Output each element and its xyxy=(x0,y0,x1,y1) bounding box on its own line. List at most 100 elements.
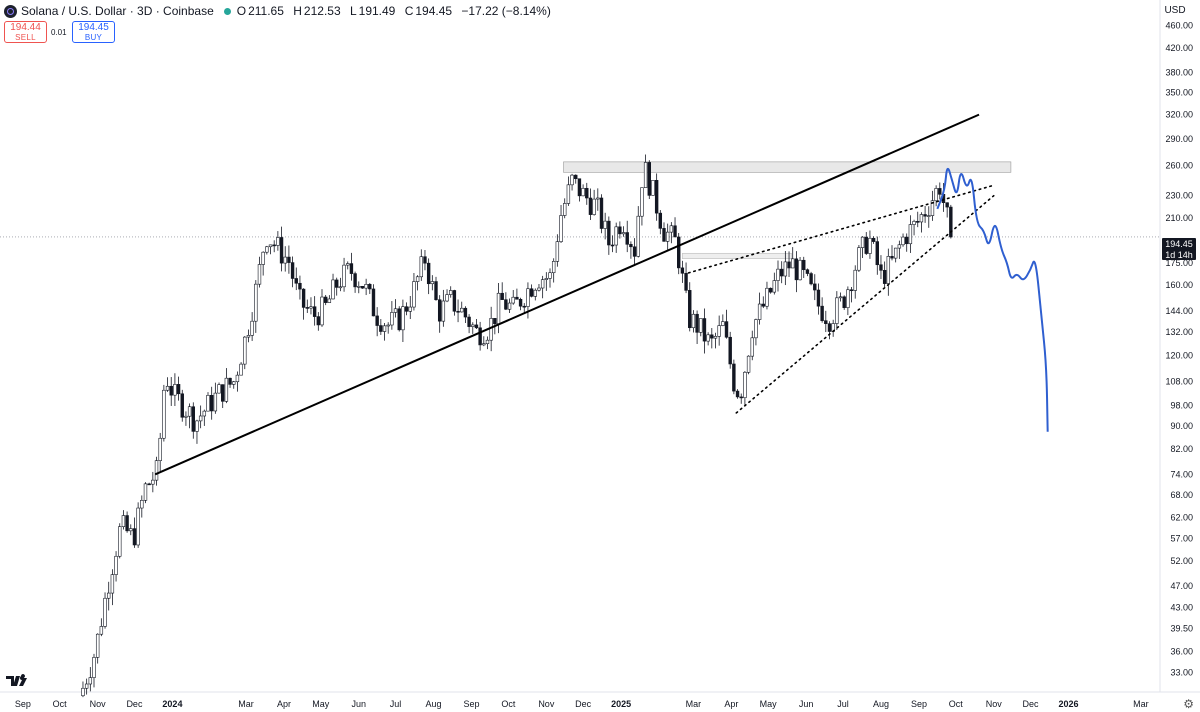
price-tick-label: 210.00 xyxy=(1165,213,1193,223)
candle-body xyxy=(375,315,379,326)
candle-body xyxy=(746,355,751,373)
candle-body xyxy=(702,318,707,342)
candle-body xyxy=(463,307,468,318)
ohlc-values: O 211.65 H 212.53 L 191.49 C 194.45 −17.22 (… xyxy=(237,4,557,18)
candle-body xyxy=(202,410,207,417)
time-tick-label: Sep xyxy=(911,699,927,709)
sell-button[interactable]: 194.44 SELL xyxy=(4,21,47,43)
candle-body xyxy=(441,300,446,322)
candle-body xyxy=(805,269,810,274)
price-tick-label: 52.00 xyxy=(1170,556,1193,566)
price-tick-label: 120.00 xyxy=(1165,351,1193,361)
candle-body xyxy=(654,180,659,214)
close-key: C xyxy=(404,4,414,18)
candle-body xyxy=(596,197,600,200)
price-tick-label: 160.00 xyxy=(1165,280,1193,290)
tradingview-logo-icon[interactable] xyxy=(6,674,28,691)
candle-body xyxy=(426,262,431,285)
candle-body xyxy=(673,225,677,238)
candle-body xyxy=(871,237,876,242)
candle-body xyxy=(599,197,604,229)
time-tick-label: Jun xyxy=(352,699,367,709)
candle-body xyxy=(691,313,696,329)
candle-body xyxy=(368,283,372,290)
candle-body xyxy=(445,294,449,302)
candle-body xyxy=(625,232,629,245)
candle-body xyxy=(349,263,354,274)
time-tick-label: Apr xyxy=(724,699,738,709)
candle-body xyxy=(739,396,743,399)
candle-body xyxy=(228,377,232,385)
candle-body xyxy=(607,220,611,246)
candle-body xyxy=(768,287,773,293)
candle-body xyxy=(677,236,681,269)
candle-body xyxy=(353,273,357,288)
currency-selector[interactable]: USD xyxy=(1164,5,1186,16)
candle-body xyxy=(408,306,412,312)
candle-body xyxy=(489,318,493,341)
candle-body xyxy=(415,276,420,282)
candle-body xyxy=(695,313,699,333)
candle-body xyxy=(592,198,596,215)
price-tick-label: 98.00 xyxy=(1170,400,1193,410)
time-tick-label: May xyxy=(312,699,330,709)
candle-body xyxy=(364,283,368,289)
candle-body xyxy=(393,308,398,313)
time-tick-label: Sep xyxy=(464,699,480,709)
candle-body xyxy=(893,247,898,259)
candle-body xyxy=(838,296,843,299)
candle-body xyxy=(143,483,148,501)
candle-body xyxy=(559,215,563,243)
candle-body xyxy=(853,269,857,291)
high-value: 212.53 xyxy=(303,4,341,18)
price-tick-label: 320.00 xyxy=(1165,110,1193,120)
candle-body xyxy=(290,262,295,279)
candle-body xyxy=(717,325,721,337)
candle-body xyxy=(140,500,144,509)
wedge-lower-line xyxy=(735,194,995,414)
price-tick-label: 380.00 xyxy=(1165,67,1193,77)
candle-body xyxy=(901,236,905,246)
candle-body xyxy=(511,296,515,304)
candle-body xyxy=(750,337,754,357)
price-tick-label: 47.00 xyxy=(1170,581,1193,591)
time-tick-label: Aug xyxy=(873,699,889,709)
candle-body xyxy=(261,251,265,265)
price-tick-label: 74.00 xyxy=(1170,469,1193,479)
candle-body xyxy=(791,258,795,269)
candle-body xyxy=(574,174,578,180)
candle-body xyxy=(232,381,236,385)
candle-body xyxy=(320,296,324,326)
candle-body xyxy=(298,282,302,290)
buy-button[interactable]: 194.45 BUY xyxy=(72,21,115,43)
candle-body xyxy=(820,305,824,321)
candle-body xyxy=(757,303,762,320)
candle-body xyxy=(118,526,122,557)
candle-body xyxy=(721,321,725,326)
candle-body xyxy=(125,515,129,532)
candle-body xyxy=(875,241,879,266)
candle-body xyxy=(81,687,85,697)
candle-body xyxy=(147,483,151,486)
rising-trendline xyxy=(154,113,980,476)
candle-body xyxy=(504,299,508,310)
candle-body xyxy=(824,320,828,324)
gear-icon[interactable]: ⚙ xyxy=(1183,697,1194,711)
candle-body xyxy=(121,515,126,527)
candle-body xyxy=(221,384,225,402)
candle-body xyxy=(603,220,607,229)
candle-body xyxy=(772,280,777,293)
candle-body xyxy=(195,420,199,432)
symbol-title[interactable]: Solana / U.S. Dollar · 3D · Coinbase xyxy=(21,4,214,18)
candle-body xyxy=(154,460,159,481)
time-tick-label: Aug xyxy=(426,699,442,709)
candle-body xyxy=(84,683,89,689)
candle-body xyxy=(610,244,615,247)
candle-body xyxy=(735,390,740,398)
time-tick-label: Mar xyxy=(238,699,254,709)
candle-body xyxy=(397,308,401,331)
candle-body xyxy=(669,225,674,233)
candle-body xyxy=(577,178,582,197)
candle-body xyxy=(776,268,780,281)
